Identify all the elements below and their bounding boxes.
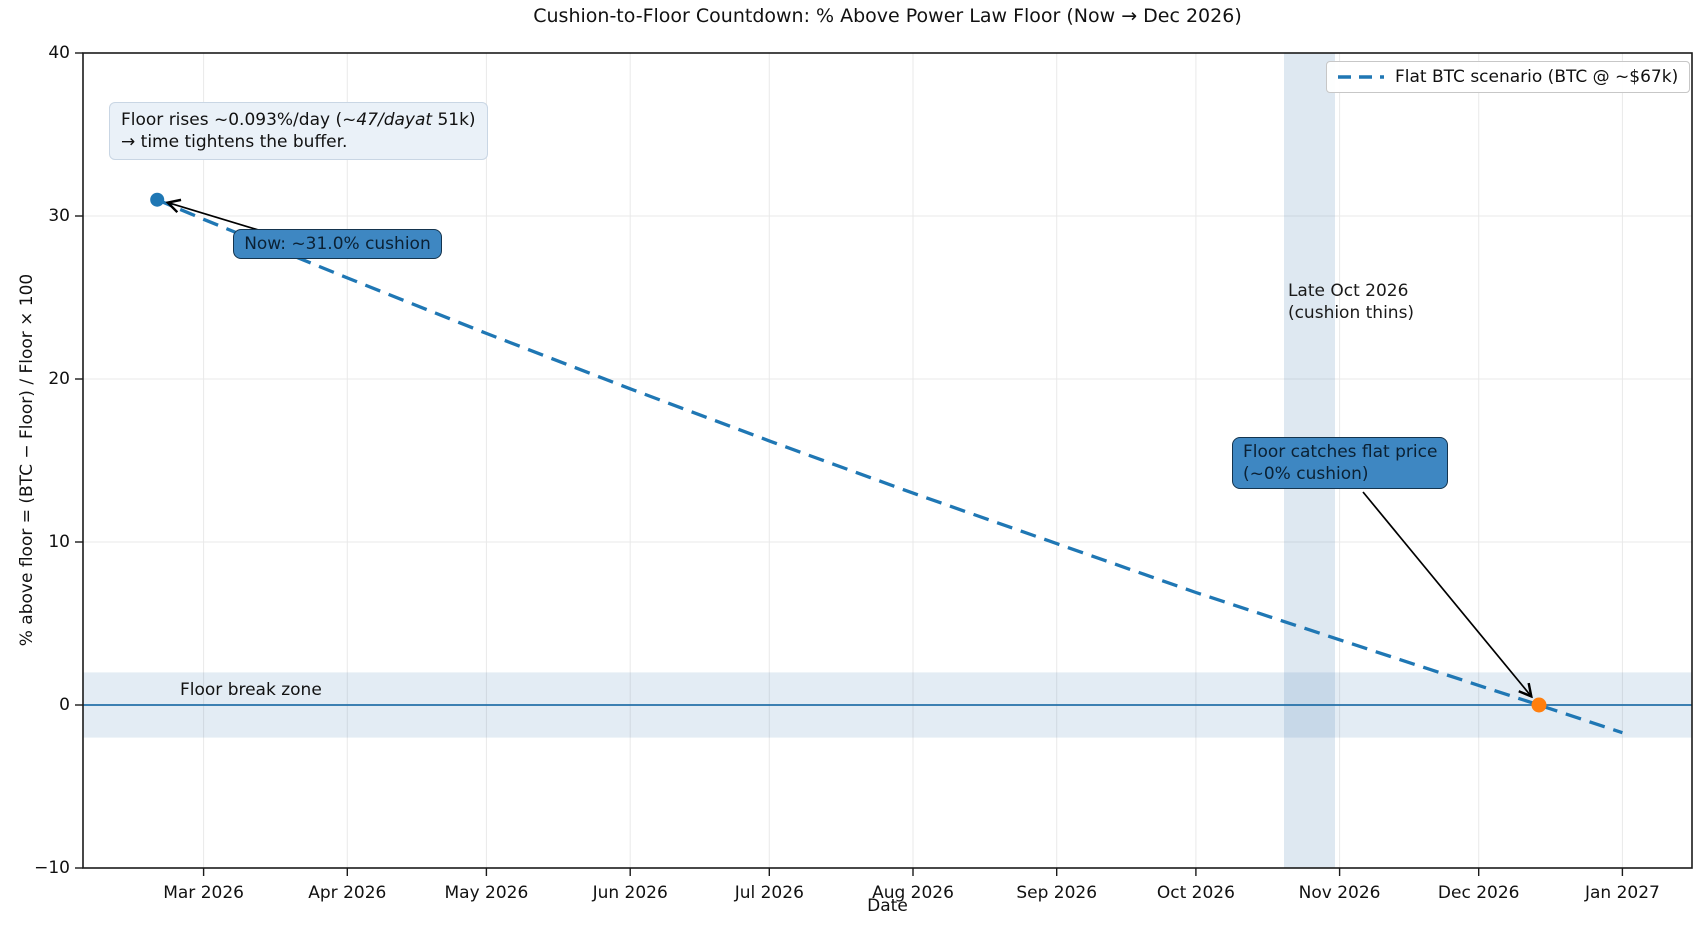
- x-tick-label: Aug 2026: [872, 883, 954, 903]
- zero-cross-point-marker: [1531, 697, 1547, 713]
- x-tick-label: Jan 2027: [1584, 883, 1660, 903]
- now-annotation-arrow: [168, 203, 268, 234]
- legend-dashed-line-swatch: [1338, 75, 1384, 79]
- x-tick-label: Apr 2026: [308, 883, 386, 903]
- flat-btc-scenario-line: [156, 198, 1623, 735]
- x-tick-label: May 2026: [444, 883, 528, 903]
- chart-title: Cushion-to-Floor Countdown: % Above Powe…: [533, 5, 1242, 27]
- floor-catch-line1: Floor catches flat price: [1242, 442, 1438, 462]
- y-tick-label: −10: [34, 858, 70, 878]
- floor-break-zone-label: Floor break zone: [180, 680, 322, 700]
- x-tick-label: Jul 2026: [734, 883, 804, 903]
- x-tick-label: Dec 2026: [1438, 883, 1520, 903]
- x-tick-label: Oct 2026: [1157, 883, 1235, 903]
- plot-border: [82, 52, 1693, 869]
- late-oct-line1: Late Oct 2026: [1287, 281, 1409, 301]
- x-tick-label: Mar 2026: [163, 883, 244, 903]
- floor-rises-line1-pre: Floor rises ~0.093%/day (~: [121, 110, 357, 130]
- floor-rises-line2: → time tightens the buffer.: [121, 132, 348, 152]
- x-tick-label: Nov 2026: [1299, 883, 1381, 903]
- late-oct-line2: (cushion thins): [1287, 303, 1415, 323]
- now-cushion-annotation: Now: ~31.0% cushion: [233, 228, 442, 259]
- floor-catch-annotation: Floor catches flat price (~0% cushion): [1231, 437, 1449, 489]
- legend-label: Flat BTC scenario (BTC @ ~$67k): [1395, 67, 1679, 87]
- floor-rises-line1: Floor rises ~0.093%/day (~47/dayat 51k): [121, 109, 476, 131]
- floor-catch-annotation-arrow: [1362, 491, 1531, 696]
- y-axis-label: % above floor = (BTC − Floor) / Floor × …: [17, 273, 37, 647]
- late-oct-annotation: Late Oct 2026 (cushion thins): [1288, 280, 1414, 324]
- legend: Flat BTC scenario (BTC @ ~$67k): [1326, 61, 1691, 93]
- x-tick-label: Jun 2026: [592, 883, 668, 903]
- floor-rises-line1-post: 51k): [432, 110, 476, 130]
- y-tick-label: 10: [48, 532, 70, 552]
- y-tick-label: 20: [48, 369, 70, 389]
- y-tick-label: 40: [48, 43, 70, 63]
- x-tick-label: Sep 2026: [1016, 883, 1097, 903]
- y-tick-label: 0: [59, 695, 70, 715]
- floor-catch-line2: (~0% cushion): [1242, 464, 1369, 484]
- y-tick-label: 30: [48, 206, 70, 226]
- floor-rises-line1-italic: 47/dayat: [356, 110, 433, 130]
- now-point-marker: [150, 192, 165, 207]
- floor-rises-annotation: Floor rises ~0.093%/day (~47/dayat 51k) …: [109, 102, 488, 160]
- x-axis-label: Date: [867, 896, 908, 916]
